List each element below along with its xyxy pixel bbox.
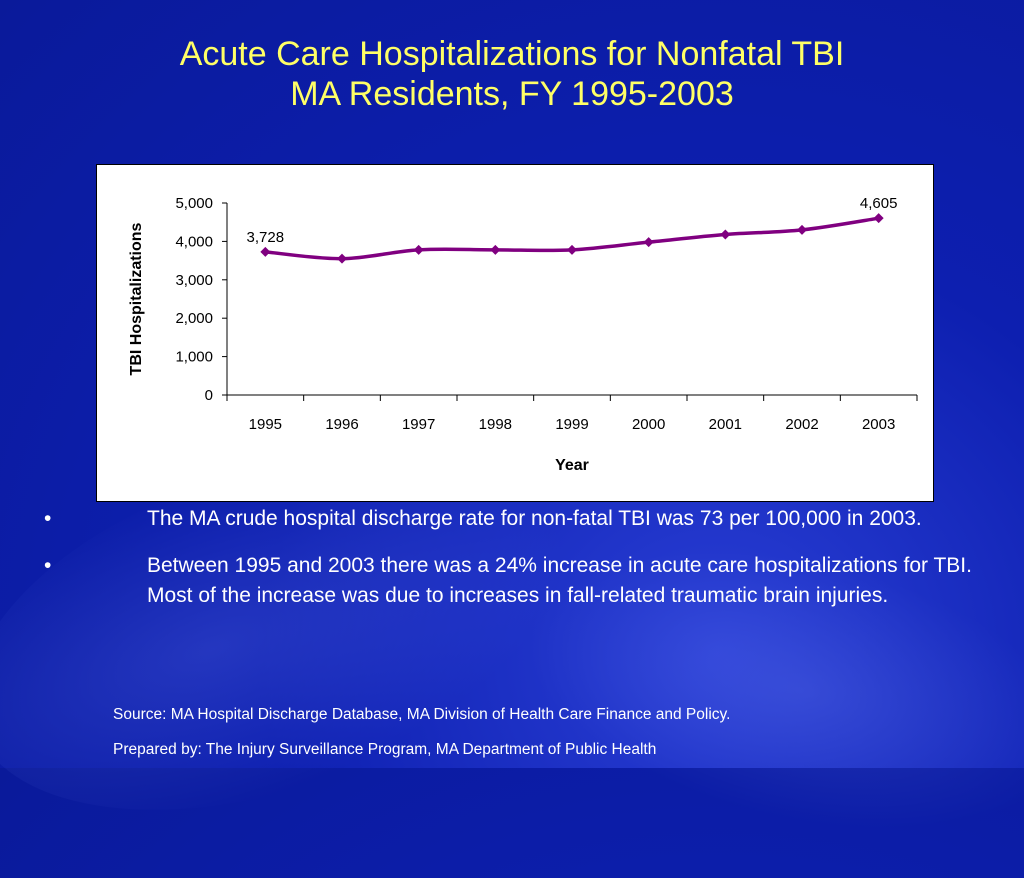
x-tick-label: 2003 <box>862 416 895 433</box>
data-point-marker <box>720 229 731 240</box>
bullet-item: • Between 1995 and 2003 there was a 24% … <box>40 551 990 611</box>
data-point-marker <box>490 244 501 255</box>
x-tick-label: 1996 <box>325 416 358 433</box>
y-tick-label: 5,000 <box>175 195 213 212</box>
data-point-marker <box>567 244 577 255</box>
x-tick-label: 1998 <box>479 416 512 433</box>
title-line-2: MA Residents, FY 1995-2003 <box>290 75 734 113</box>
line-chart: 0 1,000 2,000 3,000 4,000 5,000 1995 1996 1997 19… <box>128 195 918 474</box>
prepared-by-note: Prepared by: The Injury Surveillance Pro… <box>113 741 657 758</box>
source-note: Source: MA Hospital Discharge Database, … <box>113 706 731 723</box>
y-tick-label: 3,000 <box>175 272 213 289</box>
y-tick-label: 2,000 <box>175 310 213 327</box>
bullet-text: The MA crude hospital discharge rate for… <box>147 507 922 530</box>
y-tick-label: 4,000 <box>175 233 213 250</box>
chart-panel: 0 1,000 2,000 3,000 4,000 5,000 1995 1996 1997 19… <box>96 164 934 502</box>
data-label: 3,728 <box>247 229 285 246</box>
data-point-marker <box>797 224 807 235</box>
bullet-item: • The MA crude hospital discharge rate f… <box>40 504 990 534</box>
x-axis-title: Year <box>555 457 589 474</box>
data-point-marker <box>643 237 654 248</box>
bullet-marker: • <box>44 554 52 577</box>
data-point-marker <box>260 246 271 257</box>
y-tick-label: 0 <box>205 387 213 404</box>
bullet-marker: • <box>44 507 52 530</box>
bullet-text: Between 1995 and 2003 there was a 24% in… <box>147 554 972 607</box>
data-point-marker <box>873 213 884 224</box>
y-tick-label: 1,000 <box>175 349 213 366</box>
data-label: 4,605 <box>860 195 898 212</box>
x-tick-label: 2002 <box>785 416 818 433</box>
x-tick-label: 1995 <box>249 416 282 433</box>
data-point-marker <box>337 253 347 264</box>
slide-title: Acute Care Hospitalizations for Nonfatal… <box>0 34 1024 114</box>
x-tick-label: 2000 <box>632 416 665 433</box>
title-line-1: Acute Care Hospitalizations for Nonfatal… <box>179 35 845 73</box>
data-point-marker <box>413 244 424 255</box>
x-tick-label: 1999 <box>555 416 588 433</box>
x-tick-label: 2001 <box>709 416 742 433</box>
x-tick-label: 1997 <box>402 416 435 433</box>
bullet-list: • The MA crude hospital discharge rate f… <box>40 504 990 628</box>
y-axis-title: TBI Hospitalizations <box>128 222 145 375</box>
